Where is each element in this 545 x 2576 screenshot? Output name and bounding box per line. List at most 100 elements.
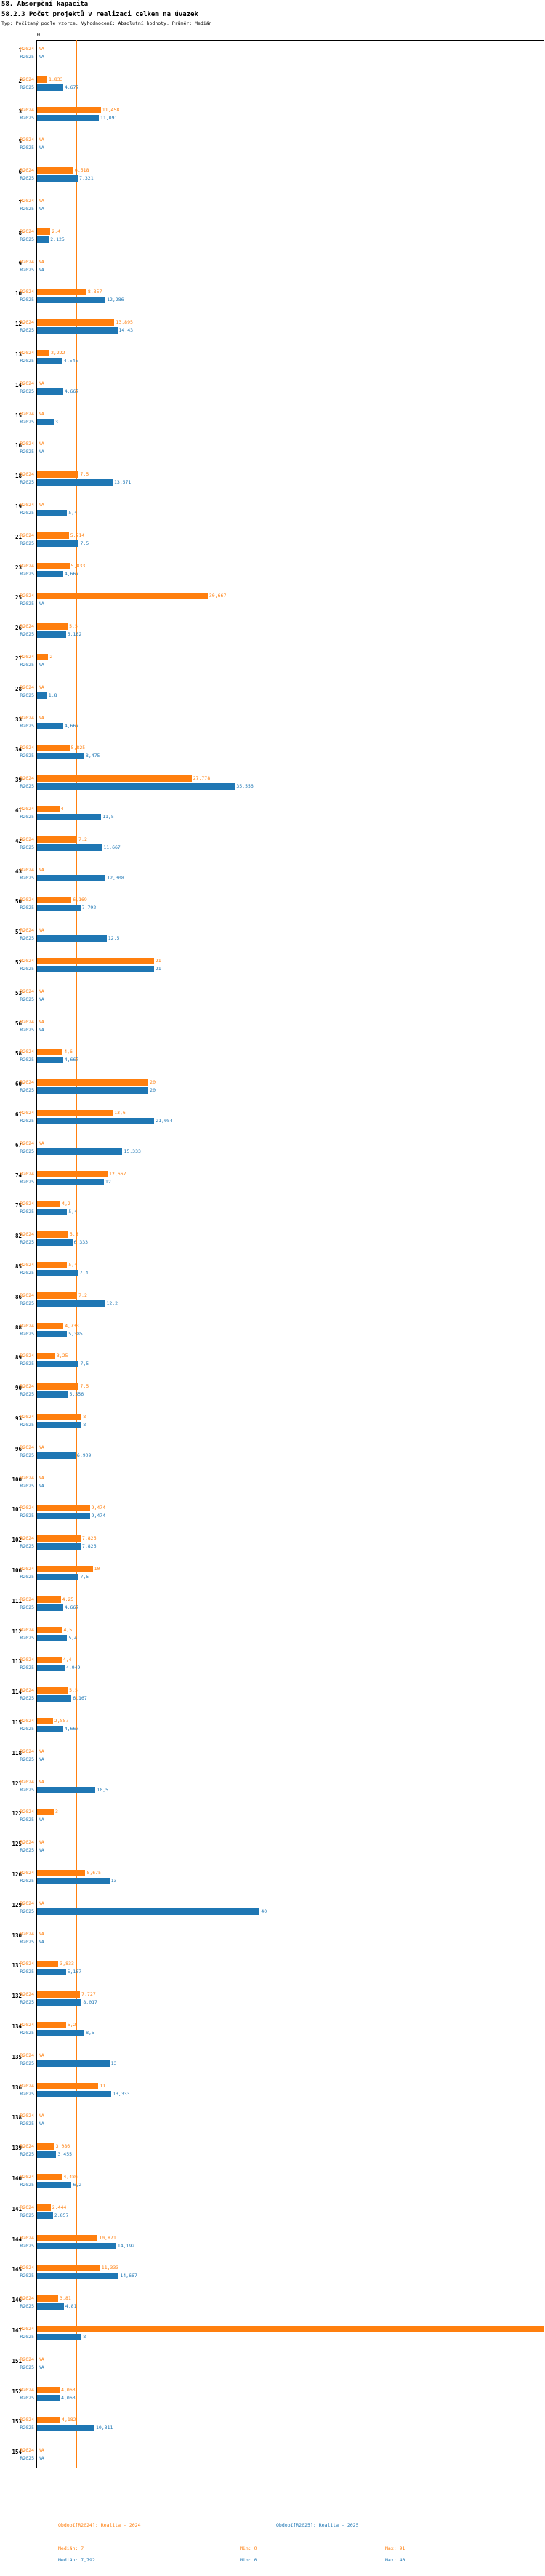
series-label-2024: R2024 xyxy=(20,258,34,265)
category-label: 27 xyxy=(15,655,22,662)
chart-group: 18 R2024 7,5 R2025 13,571 xyxy=(0,471,545,487)
series-label-2024: R2024 xyxy=(20,684,34,690)
chart-group: 89 R2024 3,25 R2025 7,5 xyxy=(0,1352,545,1368)
series-label-2025: R2025 xyxy=(20,1665,34,1671)
series-label-2025: R2025 xyxy=(20,1634,34,1641)
series-label-2024: R2024 xyxy=(20,2204,34,2210)
bar-value-2025: 7,5 xyxy=(80,1574,89,1580)
series-label-2024: R2024 xyxy=(20,502,34,508)
bar-row-2024: R2024 NA xyxy=(0,714,545,722)
bar-value-2025: 5,556 xyxy=(69,1391,84,1398)
series-label-2025: R2025 xyxy=(20,84,34,90)
bar-value-2024: 13,895 xyxy=(116,319,133,326)
bar-value-2024: NA xyxy=(39,2447,44,2454)
bar-row-2024: R2024 3 xyxy=(0,1808,545,1816)
bar-row-2025: R2025 5,556 xyxy=(0,1391,545,1399)
bar-2025 xyxy=(37,874,106,881)
bar-2024 xyxy=(37,1809,54,1816)
bar-2025 xyxy=(37,814,102,820)
bar-row-2024: R2024 4,486 xyxy=(0,2173,545,2181)
chart-group: 5 R2024 NA R2025 NA xyxy=(0,136,545,152)
series-label-2025: R2025 xyxy=(20,1452,34,1458)
chart-group: 106 R2024 10 R2025 7,5 xyxy=(0,1565,545,1581)
bar-row-2025: R2025 NA xyxy=(0,266,545,274)
series-label-2024: R2024 xyxy=(20,2174,34,2180)
series-label-2025: R2025 xyxy=(20,540,34,546)
series-label-2024: R2024 xyxy=(20,1353,34,1359)
bar-2024 xyxy=(37,1870,86,1876)
bar-2024 xyxy=(37,1687,68,1695)
bar-2025 xyxy=(37,905,81,912)
category-label: 135 xyxy=(12,2053,22,2060)
bar-2025 xyxy=(37,1634,68,1641)
bar-row-2024: R2024 NA xyxy=(0,440,545,448)
category-label: 125 xyxy=(12,1841,22,1848)
series-label-2024: R2024 xyxy=(20,1262,34,1268)
category-label: 13 xyxy=(15,351,22,358)
bar-value-2025: NA xyxy=(39,145,44,151)
category-label: 153 xyxy=(12,2418,22,2425)
bar-2024 xyxy=(37,1049,63,1056)
chart-group: 53 R2024 NA R2025 NA xyxy=(0,988,545,1004)
bar-value-2025: 13 xyxy=(110,2060,117,2066)
series-label-2024: R2024 xyxy=(20,1201,34,1207)
chart-group: 140 R2024 4,486 R2025 6,2 xyxy=(0,2173,545,2189)
bar-2025 xyxy=(37,2182,72,2188)
bar-2024 xyxy=(37,2234,98,2241)
bar-value-2024: 2,857 xyxy=(54,1718,69,1724)
bar-2025 xyxy=(37,2273,119,2280)
bar-value-2025: 35,556 xyxy=(236,783,254,790)
bar-2024 xyxy=(37,319,115,327)
bar-row-2024: R2024 13,895 xyxy=(0,319,545,327)
bar-row-2025: R2025 40 xyxy=(0,1908,545,1916)
series-label-2025: R2025 xyxy=(20,662,34,668)
bar-value-2025: 11,5 xyxy=(102,814,114,820)
series-label-2025: R2025 xyxy=(20,297,34,303)
bar-row-2024: R2024 3,086 xyxy=(0,2143,545,2151)
bar-2025 xyxy=(37,844,102,851)
category-label: 23 xyxy=(15,564,22,571)
bar-row-2025: R2025 4,81 xyxy=(0,2303,545,2311)
chart-group: 82 R2024 5,6 R2025 6,333 xyxy=(0,1231,545,1247)
series-label-2024: R2024 xyxy=(20,471,34,478)
bar-row-2024: R2024 4,4 xyxy=(0,1656,545,1664)
series-label-2025: R2025 xyxy=(20,114,34,121)
bar-row-2025: R2025 NA xyxy=(0,1756,545,1764)
category-label: 85 xyxy=(15,1263,22,1270)
bar-value-2025: 21 xyxy=(155,966,161,972)
bar-value-2025: 14,43 xyxy=(118,327,134,334)
bar-2024 xyxy=(37,775,192,783)
bar-2025 xyxy=(37,753,84,760)
series-label-2025: R2025 xyxy=(20,966,34,972)
bar-2025 xyxy=(37,1270,78,1276)
bar-value-2024: 4 xyxy=(60,806,64,812)
bar-row-2025: R2025 5,167 xyxy=(0,1968,545,1976)
chart-group: 2 R2024 1,833 R2025 4,677 xyxy=(0,76,545,92)
category-label: 147 xyxy=(12,2327,22,2334)
bar-value-2025: 2,125 xyxy=(50,236,65,242)
series-label-2024: R2024 xyxy=(20,46,34,52)
bar-2025 xyxy=(37,358,62,364)
category-label: 53 xyxy=(15,989,22,996)
series-label-2025: R2025 xyxy=(20,2060,34,2066)
bar-2025 xyxy=(37,692,47,699)
page-subtitle: 58.2.3 Počet projektů v realizaci celkem… xyxy=(1,11,198,18)
bar-value-2025: 14,667 xyxy=(120,2273,137,2279)
bar-value-2024: 7,2 xyxy=(78,1292,87,1298)
bar-row-2024: R2024 2,444 xyxy=(0,2204,545,2212)
chart-group: 19 R2024 NA R2025 5,4 xyxy=(0,501,545,517)
bar-value-2025: 4,667 xyxy=(64,1604,79,1610)
bar-2024 xyxy=(37,1292,78,1299)
chart-group: 10 R2024 8,857 R2025 12,286 xyxy=(0,288,545,304)
category-label: 50 xyxy=(15,898,22,905)
legend-spacer xyxy=(0,2534,545,2545)
chart-group: 56 R2024 NA R2025 NA xyxy=(0,1018,545,1034)
bar-row-2025: R2025 35,556 xyxy=(0,783,545,791)
bar-row-2024: R2024 8,857 xyxy=(0,288,545,296)
series-label-2025: R2025 xyxy=(20,2212,34,2218)
series-label-2025: R2025 xyxy=(20,1209,34,1215)
bar-value-2024: 7,2 xyxy=(78,836,87,842)
series-label-2025: R2025 xyxy=(20,449,34,455)
category-label: 61 xyxy=(15,1111,22,1118)
bar-row-2025: R2025 NA xyxy=(0,448,545,456)
